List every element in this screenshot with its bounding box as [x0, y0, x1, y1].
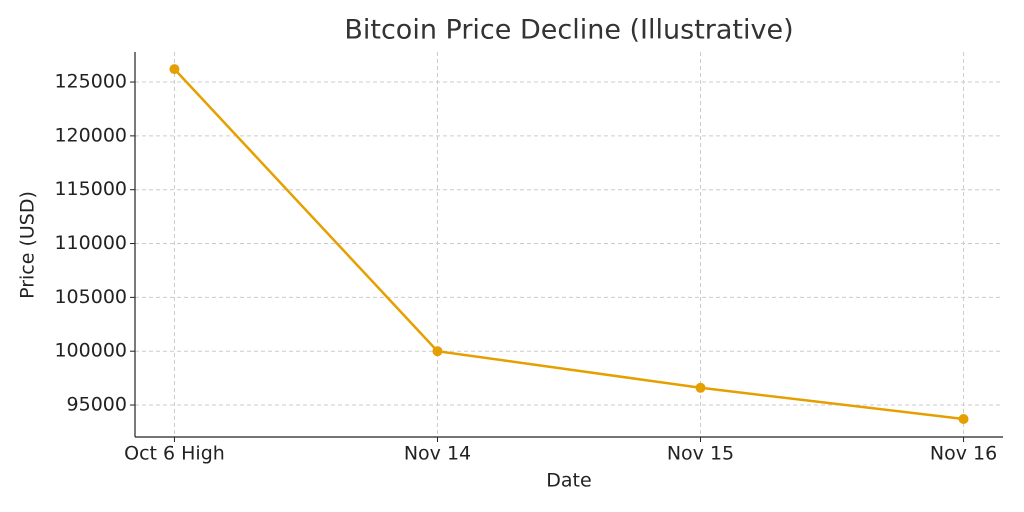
point [169, 64, 180, 75]
chart-title: Bitcoin Price Decline (Illustrative) [344, 15, 793, 46]
y-tick-label: 120000 [54, 124, 127, 146]
y-axis-label: Price (USD) [17, 191, 39, 299]
x-tick-label: Nov 14 [404, 443, 471, 465]
y-tick-label: 100000 [54, 340, 127, 362]
y-tick-label: 105000 [54, 286, 127, 308]
point [695, 382, 706, 393]
x-axis-label: Date [546, 470, 591, 492]
x-tick-label: Nov 16 [930, 443, 997, 465]
y-tick-label: 115000 [54, 178, 127, 200]
y-tick-label: 95000 [67, 394, 127, 416]
x-tick-label: Nov 15 [667, 443, 734, 465]
line [173, 68, 964, 421]
x-tick-label: Oct 6 High [124, 443, 225, 465]
point [958, 414, 969, 425]
point [432, 346, 443, 357]
y-tick-label: 110000 [54, 232, 127, 254]
y-tick-label: 125000 [54, 71, 127, 93]
